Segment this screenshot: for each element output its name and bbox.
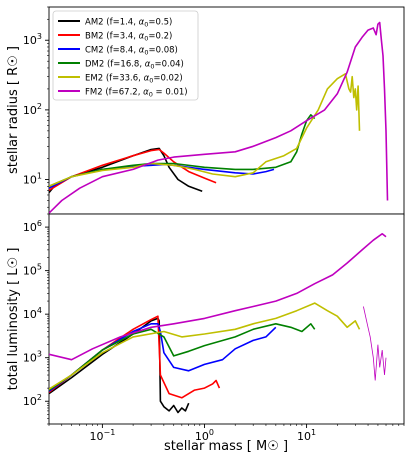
legend-label-em2: EM2 (f=33.6, α0=0.02)	[85, 74, 183, 85]
series-line-fm2-luminosity	[49, 233, 387, 361]
luminosity-series-group	[49, 233, 387, 414]
legend-box	[52, 10, 199, 101]
x-axis-label: stellar mass [ M☉ ]	[164, 439, 288, 454]
series-line-em2-luminosity	[49, 302, 361, 390]
series-line-em2-radius	[49, 73, 361, 188]
y-tick-label: 106	[23, 219, 42, 234]
legend-label-dm2: DM2 (f=16.8, α0=0.04)	[85, 60, 184, 71]
y-tick-label: 102	[23, 393, 42, 408]
series-line-cm2-luminosity	[49, 323, 277, 392]
y-tick-label: 105	[23, 263, 42, 278]
luminosity-plot-frame	[48, 213, 405, 425]
radius-y-axis-label: stellar radius [ R☉ ]	[6, 46, 21, 174]
x-tick-label: 101	[297, 428, 316, 443]
y-tick-label: 102	[23, 102, 42, 117]
radius-series-group	[49, 21, 389, 214]
legend-label-am2: AM2 (f=1.4, α0=0.5)	[85, 18, 172, 29]
luminosity-y-ticks: 102 103 104 105 106	[23, 213, 49, 425]
legend-label-cm2: CM2 (f=8.4, α0=0.08)	[85, 46, 178, 57]
luminosity-y-axis-label: total luminosity [ L☉ ]	[6, 248, 21, 391]
series-line-fm2-luminosity-faint	[363, 306, 387, 381]
y-tick-label: 103	[23, 32, 42, 47]
series-line-fm2-radius	[49, 21, 389, 214]
series-line-dm2-radius	[49, 114, 316, 188]
x-tick-label: 10−1	[89, 428, 115, 443]
radius-y-ticks: 101 102 103	[23, 6, 49, 208]
y-tick-label: 104	[23, 306, 42, 321]
legend-label-fm2: FM2 (f=67.2, α0 = 0.01)	[85, 88, 188, 99]
x-tick-label: 100	[195, 428, 214, 443]
series-line-bm2-radius	[49, 148, 217, 191]
legend: AM2 (f=1.4, α0=0.5) BM2 (f=3.4, α0=0.2) CM…	[52, 10, 199, 101]
luminosity-x-ticks: 10−1 100 101	[48, 424, 405, 443]
y-tick-label: 103	[23, 350, 42, 365]
legend-label-bm2: BM2 (f=3.4, α0=0.2)	[85, 32, 172, 43]
series-line-dm2-luminosity	[49, 323, 316, 391]
luminosity-panel: 102 103 104 105 106 10−1 100 101 total luminos…	[6, 213, 405, 443]
y-tick-label: 101	[23, 172, 42, 187]
